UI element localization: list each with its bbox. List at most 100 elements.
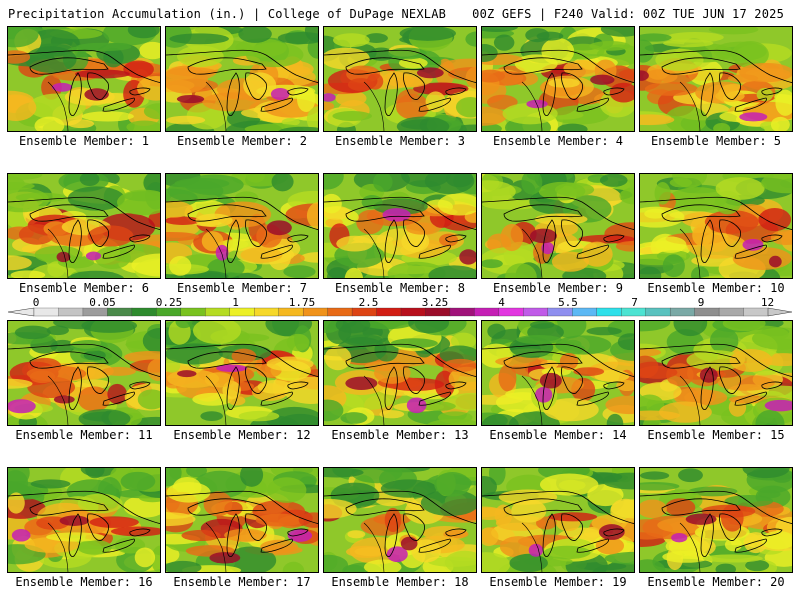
- coast-line: [47, 375, 69, 425]
- precip-contour: [659, 401, 712, 423]
- precip-contour: [26, 365, 87, 382]
- coast-line: [679, 81, 701, 131]
- precip-contour: [482, 259, 503, 269]
- coast-line: [363, 81, 385, 131]
- precip-maximum: [215, 244, 229, 261]
- precip-contour: [30, 479, 71, 489]
- coast-line: [679, 522, 701, 572]
- precipitation-field: [640, 321, 792, 425]
- lake-outline: [102, 391, 135, 406]
- precip-contour: [234, 191, 259, 205]
- precip-contour: [328, 267, 348, 278]
- precip-contour: [589, 41, 631, 51]
- lake-outline: [29, 57, 109, 75]
- lake-outline: [245, 72, 267, 100]
- lake-outline: [603, 234, 625, 243]
- precip-contour: [67, 270, 124, 278]
- precip-contour: [166, 115, 206, 125]
- precip-contour: [166, 200, 193, 218]
- border-line: [8, 49, 160, 84]
- precip-contour: [554, 182, 595, 197]
- precip-maximum: [53, 395, 75, 404]
- border-line: [640, 196, 792, 231]
- lake-outline: [287, 234, 309, 243]
- precip-contour: [745, 559, 770, 572]
- ensemble-member-map: [7, 320, 161, 426]
- border-line: [166, 490, 318, 525]
- precip-contour: [543, 545, 591, 560]
- precip-contour: [420, 489, 476, 517]
- precip-contour: [202, 92, 261, 112]
- precip-contour: [722, 321, 766, 332]
- precip-contour: [169, 33, 229, 45]
- precip-contour: [548, 512, 598, 522]
- precip-contour: [713, 41, 767, 62]
- colorbar-segment: [621, 307, 647, 317]
- precipitation-field: [166, 174, 318, 278]
- coast-line: [521, 522, 543, 572]
- ensemble-member-map: [7, 26, 161, 132]
- precip-maximum: [598, 524, 625, 540]
- precip-contour: [702, 232, 729, 252]
- precip-contour: [586, 326, 622, 336]
- precip-contour: [166, 512, 196, 527]
- precip-contour: [79, 174, 100, 186]
- ensemble-member-caption: Ensemble Member: 15: [647, 428, 785, 442]
- precip-contour: [669, 177, 693, 188]
- precip-contour: [482, 506, 503, 518]
- colorbar-label: 4: [498, 296, 505, 309]
- precip-contour: [487, 323, 506, 339]
- lake-outline: [226, 513, 240, 557]
- precip-contour: [271, 174, 294, 192]
- precip-contour: [50, 339, 76, 353]
- precip-contour: [443, 529, 469, 539]
- border-line: [482, 343, 634, 378]
- precip-maximum: [270, 87, 290, 100]
- precip-contour: [193, 321, 241, 345]
- precip-contour: [81, 111, 134, 122]
- lake-outline: [384, 72, 398, 116]
- precip-contour: [539, 473, 599, 496]
- colorbar-segment: [474, 307, 500, 317]
- precip-contour: [8, 94, 37, 121]
- precip-contour: [448, 366, 476, 391]
- lake-outline: [576, 244, 609, 259]
- colorbar-label: 0.25: [155, 296, 183, 309]
- lake-outline: [345, 204, 425, 222]
- lake-outline: [245, 513, 267, 541]
- precip-contour: [443, 358, 476, 372]
- lake-outline: [418, 538, 451, 553]
- precip-contour: [34, 116, 65, 131]
- lake-outline: [403, 219, 425, 247]
- precip-contour: [203, 491, 233, 517]
- lake-outline: [87, 366, 109, 394]
- lake-outline: [561, 366, 583, 394]
- precip-contour: [686, 350, 745, 371]
- ensemble-member-caption: Ensemble Member: 18: [331, 575, 469, 589]
- precip-contour: [46, 325, 69, 336]
- precip-contour: [534, 213, 588, 226]
- precip-contour: [324, 174, 344, 190]
- precip-contour: [373, 174, 393, 192]
- precip-contour: [120, 471, 156, 491]
- precip-contour: [281, 118, 300, 127]
- precip-contour: [640, 33, 672, 42]
- coast-line: [521, 375, 543, 425]
- precip-contour: [243, 72, 277, 99]
- precip-contour: [67, 119, 95, 129]
- lake-outline: [445, 234, 467, 243]
- lake-outline: [603, 381, 625, 390]
- lake-outline: [503, 351, 583, 369]
- colorbar-segment: [449, 307, 475, 317]
- precip-maximum: [386, 546, 408, 563]
- precip-contour: [715, 563, 737, 572]
- lake-outline: [260, 97, 293, 112]
- precip-contour: [424, 174, 475, 195]
- ensemble-member-map: [165, 467, 319, 573]
- precip-contour: [640, 266, 662, 278]
- precip-contour: [426, 419, 476, 425]
- precip-maximum: [416, 67, 444, 79]
- lake-outline: [700, 72, 714, 116]
- ensemble-member-map: [323, 26, 477, 132]
- ensemble-member-map: [639, 320, 793, 426]
